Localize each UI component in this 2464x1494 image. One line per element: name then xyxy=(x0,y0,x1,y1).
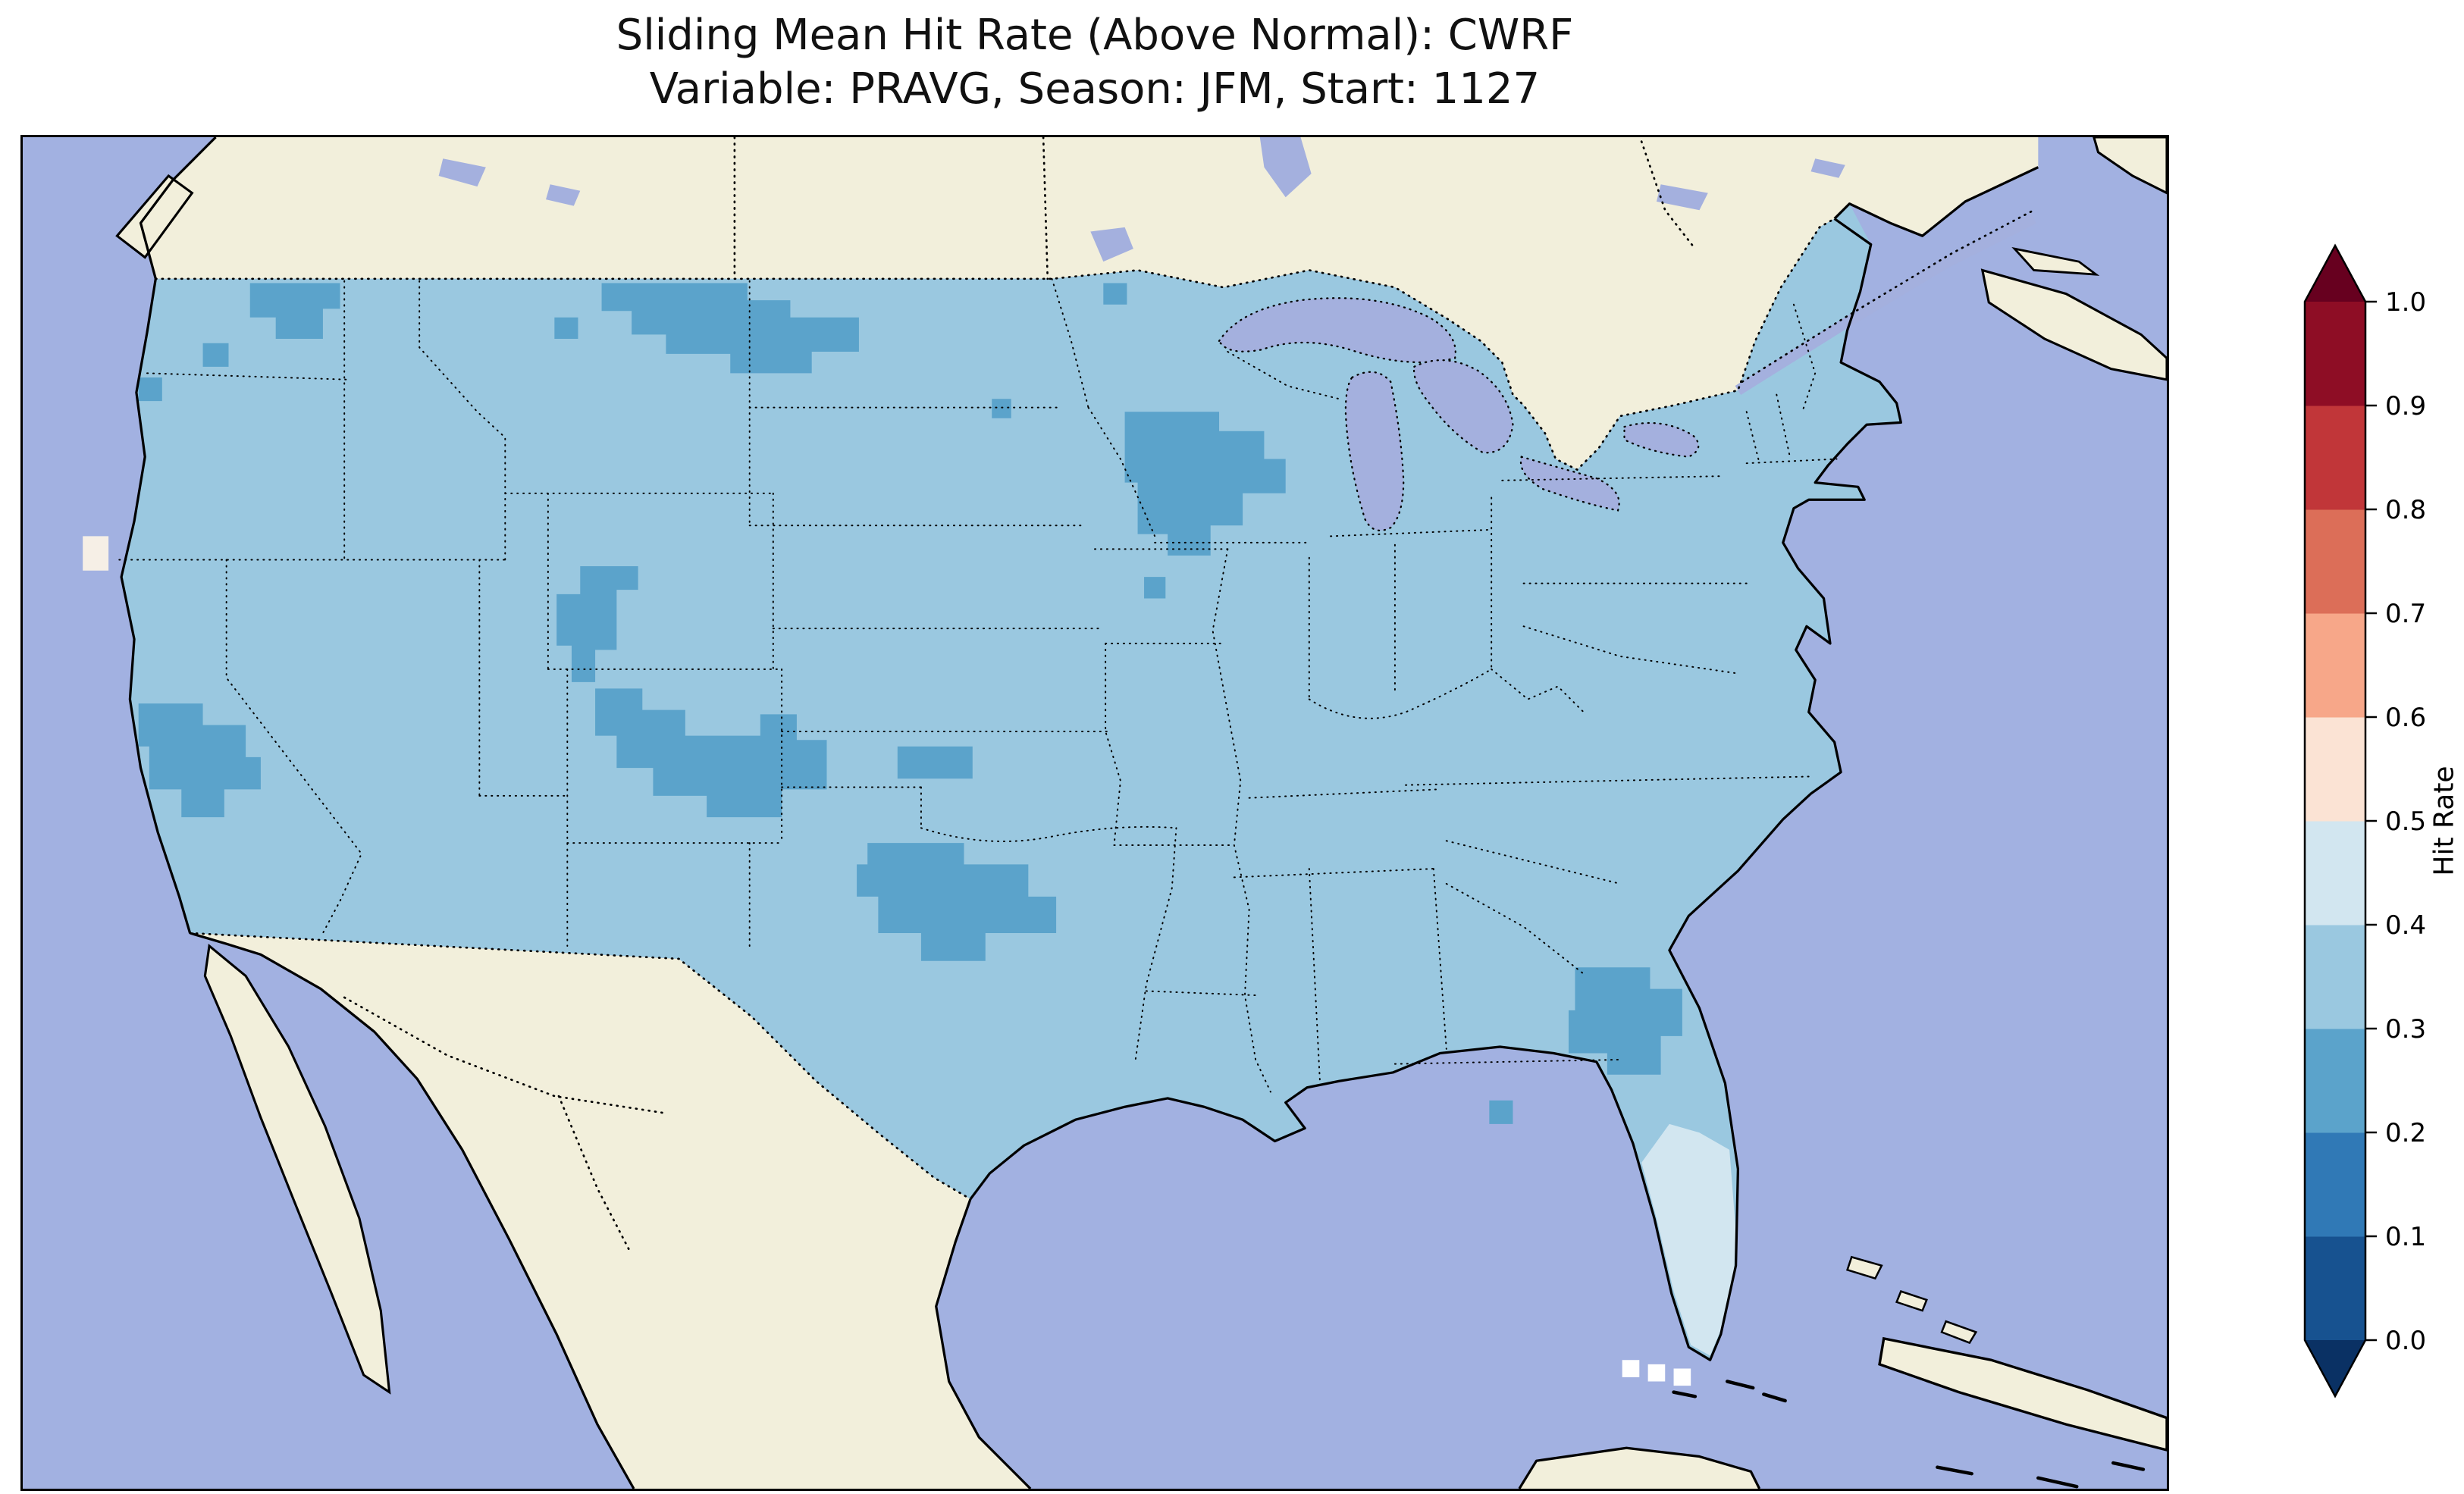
colorbar-tick-label: 0.3 xyxy=(2385,1014,2426,1045)
colorbar-segment xyxy=(2305,1029,2365,1133)
land-yucatan xyxy=(1519,1448,1760,1489)
colorbar-segment xyxy=(2305,1236,2365,1341)
figure-title: Sliding Mean Hit Rate (Above Normal): CW… xyxy=(20,9,2169,116)
lake-superior xyxy=(1218,297,1456,364)
colorbar-tick-label: 0.5 xyxy=(2385,807,2426,837)
lake-michigan xyxy=(1344,371,1405,531)
colorbar-tick-label: 0.1 xyxy=(2385,1222,2426,1252)
nova-scotia xyxy=(1980,268,2167,381)
newfoundland-corner xyxy=(2093,137,2167,195)
colorbar-tick-label: 0.2 xyxy=(2385,1118,2426,1148)
land-canada xyxy=(140,137,2039,470)
lake-ontario xyxy=(1623,421,1700,458)
colorbar-svg: 0.0 0.1 0.2 0.3 0.4 0.5 0.6 0.7 0.8 0.9 1.0 xyxy=(2303,243,2426,1398)
colorbar-segment xyxy=(2305,821,2365,926)
patch-oklahoma-texas xyxy=(857,843,1057,961)
colorbar-tick-label: 0.9 xyxy=(2385,391,2426,421)
lake-erie xyxy=(1519,456,1620,512)
patch-washington xyxy=(249,283,340,340)
bahamas xyxy=(1846,1255,1978,1345)
title-line-2: Variable: PRAVG, Season: JFM, Start: 112… xyxy=(649,64,1541,114)
map-svg xyxy=(23,137,2167,1489)
state-borders xyxy=(118,277,1838,1093)
california-coast-spot xyxy=(83,536,109,571)
colorbar-tick-label: 1.0 xyxy=(2385,287,2426,318)
patch-colorado xyxy=(595,688,827,818)
country-borders xyxy=(154,137,2036,1252)
cuba xyxy=(1878,1336,2167,1452)
vancouver-island xyxy=(115,174,194,259)
colorbar-under-arrow xyxy=(2305,1340,2365,1396)
colorbar: 0.0 0.1 0.2 0.3 0.4 0.5 0.6 0.7 0.8 0.9 1.0 xyxy=(2299,241,2464,1404)
colorbar-tick-label: 0.7 xyxy=(2385,599,2426,629)
patch-georgia xyxy=(1568,967,1682,1075)
coastlines xyxy=(120,137,2039,1489)
baja-california xyxy=(203,944,391,1395)
colorbar-tick-label: 0.4 xyxy=(2385,910,2426,941)
lake-huron xyxy=(1412,359,1514,454)
colorbar-tick-label: 0.8 xyxy=(2385,495,2426,525)
colorbar-segment xyxy=(2305,406,2365,510)
patch-california xyxy=(138,703,261,818)
colorbar-segment xyxy=(2305,717,2365,822)
colorbar-segment xyxy=(2305,925,2365,1029)
great-lakes xyxy=(1218,297,1700,531)
patch-minnesota-wisconsin xyxy=(1124,412,1286,556)
colorbar-tick-label: 0.6 xyxy=(2385,703,2426,733)
patch-kansas-small xyxy=(897,746,973,779)
florida-pale-region xyxy=(1641,1123,1736,1356)
colorbar-axis-label: Hit Rate xyxy=(2428,766,2460,876)
colorbar-over-arrow xyxy=(2305,246,2365,302)
title-line-1: Sliding Mean Hit Rate (Above Normal): CW… xyxy=(616,11,1574,60)
patch-utah xyxy=(556,566,638,682)
map-axes xyxy=(20,135,2169,1491)
island-dashes xyxy=(1672,1380,2146,1489)
colorbar-segment xyxy=(2305,613,2365,718)
st-lawrence-river xyxy=(1735,214,2036,395)
patch-montana xyxy=(601,283,859,374)
land-mexico xyxy=(190,932,1031,1489)
colorbar-segment xyxy=(2305,509,2365,614)
colorbar-segment xyxy=(2305,302,2365,406)
prince-edward-island xyxy=(2011,246,2100,276)
missing-data-cells xyxy=(1622,1360,1691,1386)
colorbar-tick-label: 0.0 xyxy=(2385,1326,2426,1356)
colorbar-segment xyxy=(2305,1132,2365,1237)
